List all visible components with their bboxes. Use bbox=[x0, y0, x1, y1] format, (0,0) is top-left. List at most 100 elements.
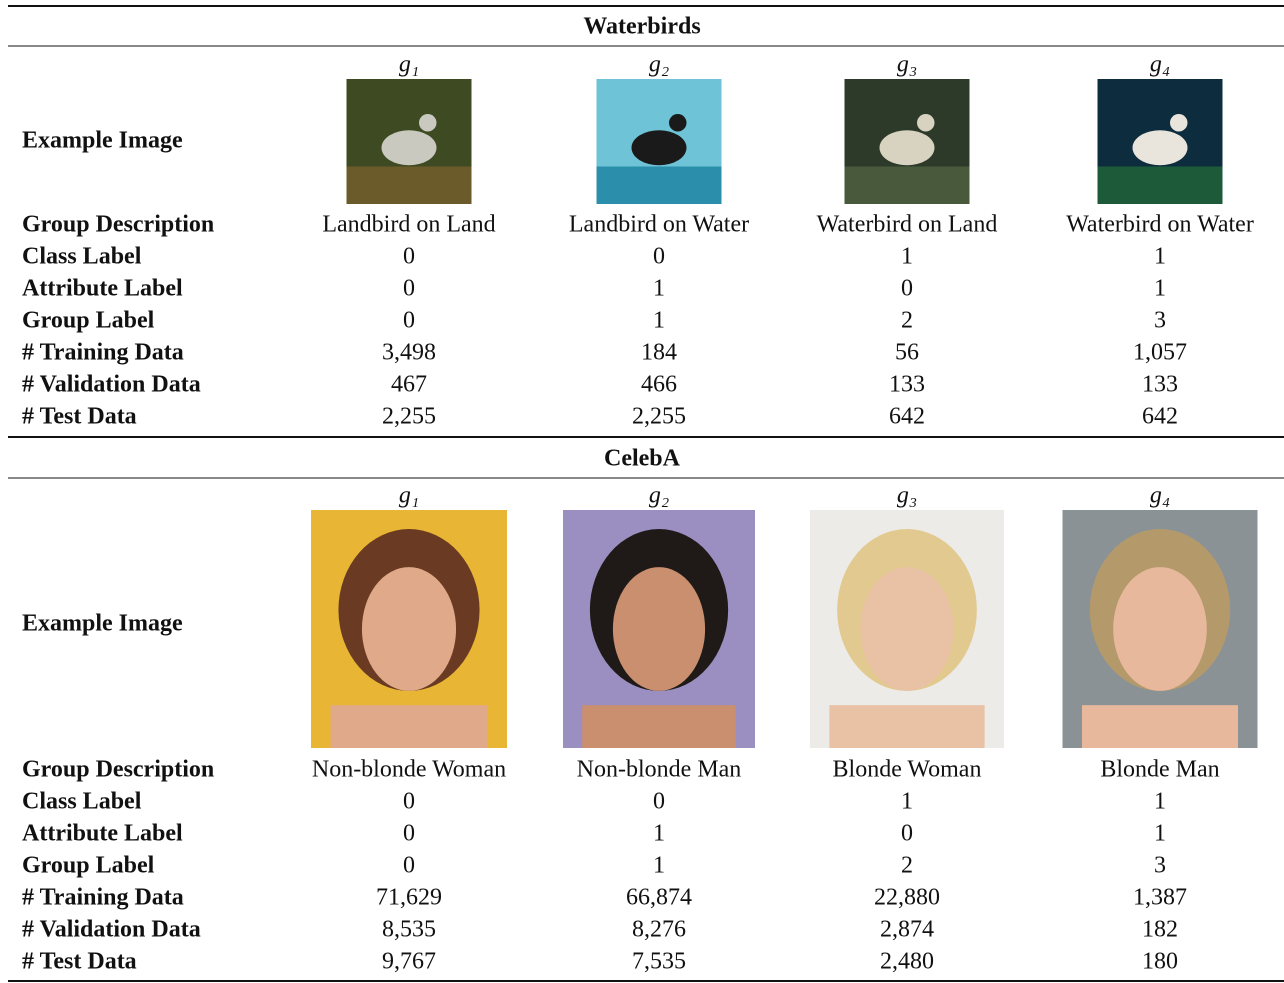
bird-head bbox=[1170, 114, 1188, 132]
example-image bbox=[810, 510, 1004, 748]
cell: 2 bbox=[901, 853, 913, 879]
row-label: Group Description bbox=[22, 212, 214, 238]
bird-body bbox=[1133, 130, 1188, 165]
face bbox=[362, 567, 456, 691]
row-label: Group Label bbox=[22, 853, 155, 879]
cell: 1 bbox=[1154, 276, 1166, 302]
cell: Waterbird on Land bbox=[817, 212, 998, 238]
cell: 467 bbox=[391, 372, 427, 398]
cell: 1 bbox=[1154, 789, 1166, 815]
cell: 1,387 bbox=[1133, 885, 1187, 911]
cell: 2,255 bbox=[382, 404, 436, 430]
row-label: Class Label bbox=[22, 789, 142, 815]
shoulders bbox=[829, 705, 984, 748]
cell: Non-blonde Woman bbox=[312, 757, 506, 783]
example-image bbox=[311, 510, 507, 748]
cell: 2 bbox=[901, 308, 913, 334]
cell: 8,276 bbox=[632, 917, 686, 943]
cell: 7,535 bbox=[632, 949, 686, 975]
cell: 56 bbox=[895, 340, 919, 366]
row-label: # Test Data bbox=[22, 404, 137, 430]
cell: 3 bbox=[1154, 308, 1166, 334]
cell: 66,874 bbox=[626, 885, 692, 911]
cell: 2,255 bbox=[632, 404, 686, 430]
cell: 0 bbox=[403, 821, 415, 847]
face bbox=[613, 567, 705, 691]
row-label: Group Label bbox=[22, 308, 155, 334]
group-header: g₄ bbox=[1150, 483, 1170, 509]
row-label: Attribute Label bbox=[22, 821, 183, 847]
cell: 184 bbox=[641, 340, 677, 366]
cell: 3 bbox=[1154, 853, 1166, 879]
group-header: g₂ bbox=[649, 52, 669, 78]
cell: 1 bbox=[653, 308, 665, 334]
row-label: # Training Data bbox=[22, 340, 184, 366]
cell: 180 bbox=[1142, 949, 1178, 975]
shoulders bbox=[331, 705, 488, 748]
cell: 0 bbox=[403, 853, 415, 879]
cell: 133 bbox=[1142, 372, 1178, 398]
cell: 182 bbox=[1142, 917, 1178, 943]
face bbox=[860, 567, 953, 691]
row-label: # Validation Data bbox=[22, 372, 201, 398]
cell: 1 bbox=[653, 276, 665, 302]
face bbox=[1113, 567, 1207, 691]
example-image bbox=[845, 79, 970, 204]
cell: 1 bbox=[901, 244, 913, 270]
cell: 2,874 bbox=[880, 917, 934, 943]
cell: 0 bbox=[403, 276, 415, 302]
bird-head bbox=[917, 114, 935, 132]
group-header: g₁ bbox=[399, 52, 419, 78]
cell: 0 bbox=[653, 244, 665, 270]
cell: 1 bbox=[653, 853, 665, 879]
cell: 8,535 bbox=[382, 917, 436, 943]
cell: 2,480 bbox=[880, 949, 934, 975]
bird-head bbox=[669, 114, 687, 132]
page: {"sections": [ {"title": "Waterbirds", "… bbox=[0, 0, 1284, 983]
example-image bbox=[1098, 79, 1223, 204]
cell: 1 bbox=[901, 789, 913, 815]
cell: 1 bbox=[1154, 821, 1166, 847]
bird-body bbox=[382, 130, 437, 165]
cell: 1,057 bbox=[1133, 340, 1187, 366]
bird-head bbox=[419, 114, 437, 132]
image-ground bbox=[845, 167, 970, 205]
cell: 9,767 bbox=[382, 949, 436, 975]
row-label: # Validation Data bbox=[22, 917, 201, 943]
cell: 71,629 bbox=[376, 885, 442, 911]
example-image bbox=[597, 79, 722, 204]
shoulders bbox=[582, 705, 736, 748]
bird-body bbox=[632, 130, 687, 165]
group-header: g₂ bbox=[649, 483, 669, 509]
group-header: g₁ bbox=[399, 483, 419, 509]
cell: 0 bbox=[403, 308, 415, 334]
section-title: CelebA bbox=[604, 446, 681, 472]
cell: 22,880 bbox=[874, 885, 940, 911]
example-image bbox=[347, 79, 472, 204]
row-label: # Training Data bbox=[22, 885, 184, 911]
row-label: Group Description bbox=[22, 757, 214, 783]
table: Waterbirds g₁ g₂ g₃ g₄ Example Image Group Des… bbox=[0, 0, 1284, 983]
cell: 642 bbox=[889, 404, 925, 430]
image-ground bbox=[597, 167, 722, 205]
image-ground bbox=[1098, 167, 1223, 205]
cell: 133 bbox=[889, 372, 925, 398]
cell: Landbird on Water bbox=[569, 212, 749, 238]
row-label: Attribute Label bbox=[22, 276, 183, 302]
cell: Non-blonde Man bbox=[577, 757, 742, 783]
cell: 1 bbox=[1154, 244, 1166, 270]
row-label: Example Image bbox=[22, 611, 183, 637]
cell: 0 bbox=[653, 789, 665, 815]
cell: 466 bbox=[641, 372, 677, 398]
row-label: # Test Data bbox=[22, 949, 137, 975]
cell: 0 bbox=[403, 244, 415, 270]
row-label: Class Label bbox=[22, 244, 142, 270]
cell: 1 bbox=[653, 821, 665, 847]
cell: Blonde Woman bbox=[833, 757, 982, 783]
example-image bbox=[563, 510, 755, 748]
section-title: Waterbirds bbox=[583, 14, 700, 40]
cell: 0 bbox=[403, 789, 415, 815]
group-header: g₃ bbox=[897, 52, 917, 78]
cell: Waterbird on Water bbox=[1066, 212, 1254, 238]
cell: Landbird on Land bbox=[322, 212, 495, 238]
